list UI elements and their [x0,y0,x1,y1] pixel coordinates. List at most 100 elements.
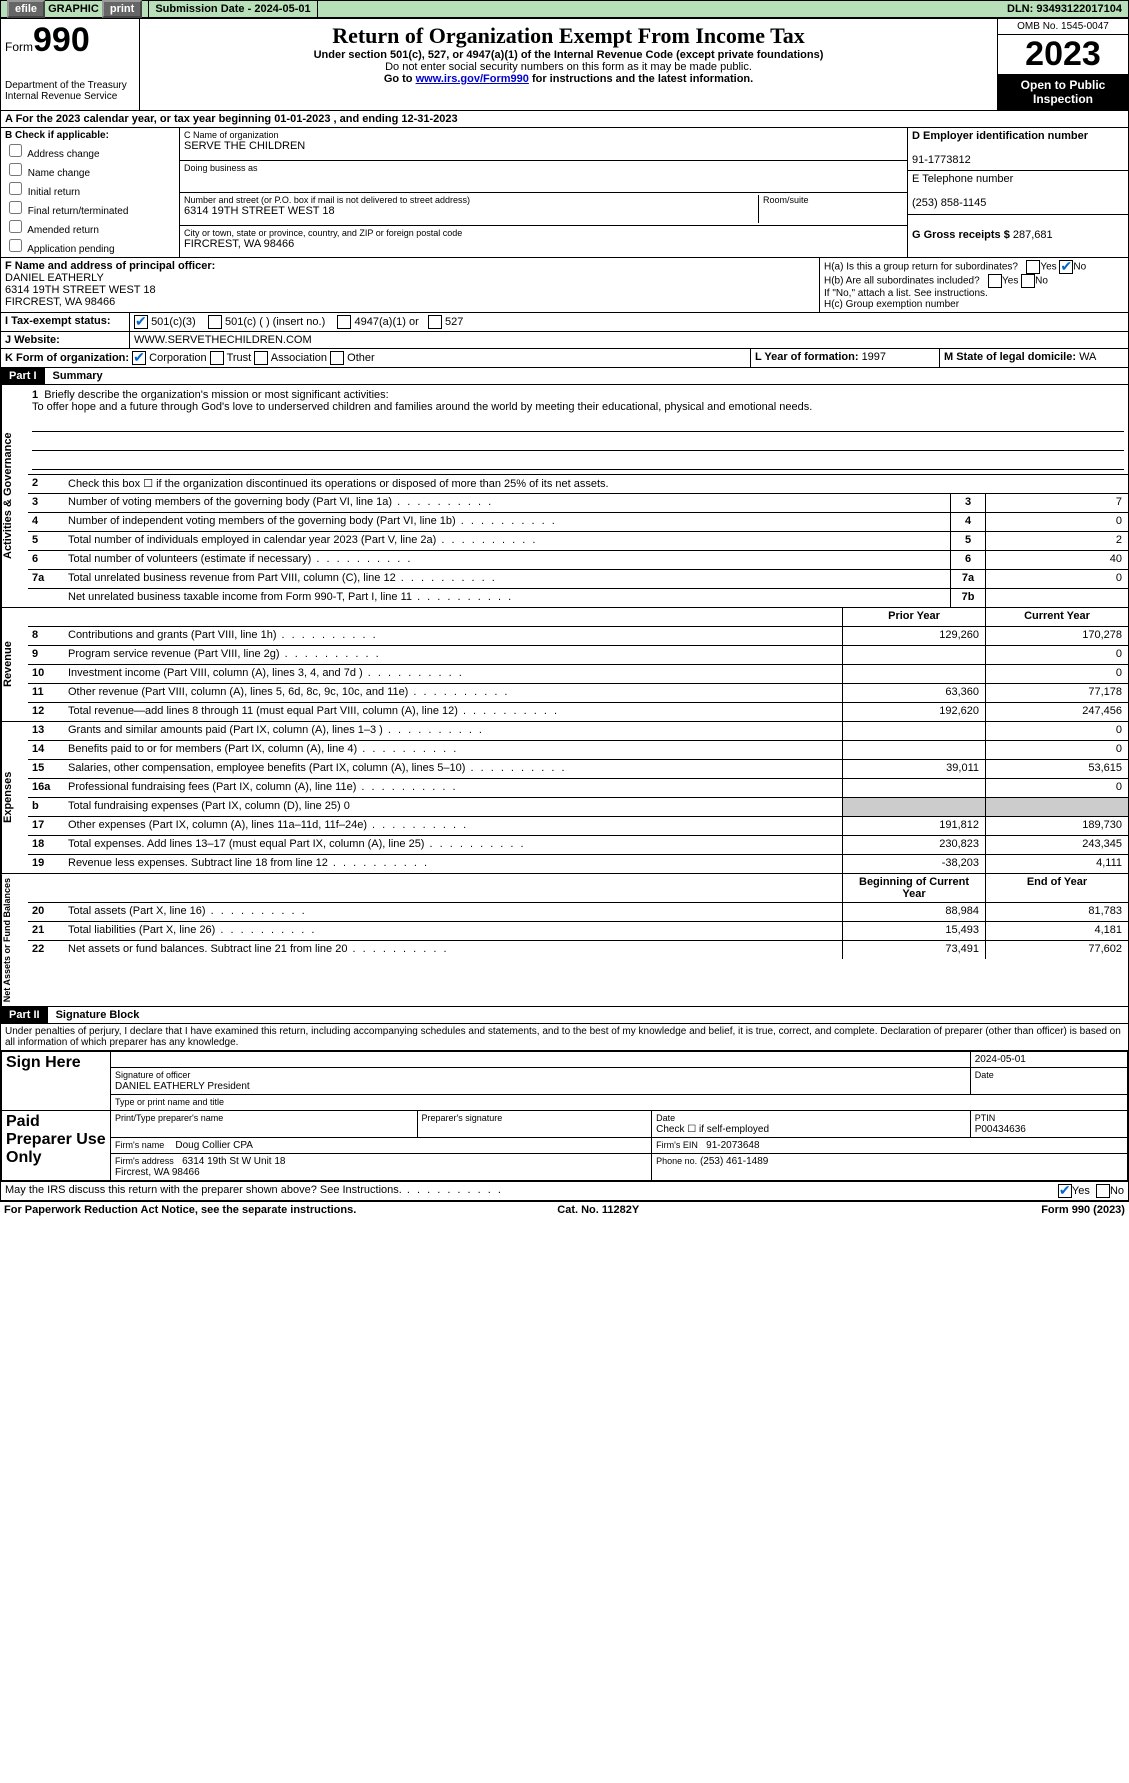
line2: 2Check this box ☐ if the organization di… [28,475,1128,494]
firm-name: Doug Collier CPA [175,1140,253,1151]
mission-block: 1 Briefly describe the organization's mi… [28,385,1128,475]
summary-netassets: Net Assets or Fund Balances Beginning of… [0,874,1129,1007]
ein-cell: D Employer identification number 91-1773… [908,128,1128,171]
signature-block: Sign Here 2024-05-01 Signature of office… [0,1051,1129,1182]
officer-name: DANIEL EATHERLY President [115,1081,250,1092]
page-footer: For Paperwork Reduction Act Notice, see … [0,1201,1129,1218]
firm-ein: 91-2073648 [706,1140,759,1151]
sig-date: 2024-05-01 [970,1052,1127,1068]
chk-trust[interactable] [210,351,224,365]
gov-row: 5Total number of individuals employed in… [28,532,1128,551]
rev-row: 12Total revenue—add lines 8 through 11 (… [28,703,1128,721]
print-button[interactable]: print [102,0,142,18]
org-name-cell: C Name of organization SERVE THE CHILDRE… [180,128,907,161]
open-inspection: Open to Public Inspection [998,74,1128,110]
principal-officer: F Name and address of principal officer:… [1,258,820,312]
group-return: H(a) Is this a group return for subordin… [820,258,1128,312]
chk-address[interactable]: Address change [5,141,175,160]
chk-initial[interactable]: Initial return [5,179,175,198]
form-label: Form [5,40,33,54]
discuss-no[interactable] [1096,1184,1110,1198]
rev-row: 10Investment income (Part VIII, column (… [28,665,1128,684]
form-subtitle: Under section 501(c), 527, or 4947(a)(1)… [144,49,993,61]
efile-cell: efile GRAPHIC print [1,1,149,17]
discuss-yes[interactable] [1058,1184,1072,1198]
chk-final[interactable]: Final return/terminated [5,198,175,217]
gov-row: 6Total number of volunteers (estimate if… [28,551,1128,570]
summary-revenue: Revenue Prior Year Current Year 8Contrib… [0,608,1129,722]
Hb-no[interactable] [1021,274,1035,288]
partII-header: Part II [1,1007,48,1023]
row-KLM: K Form of organization: Corporation Trus… [0,349,1129,368]
Hb-yes[interactable] [988,274,1002,288]
row-J: J Website: WWW.SERVETHECHILDREN.COM [0,332,1129,349]
summary-expenses: Expenses 13Grants and similar amounts pa… [0,722,1129,874]
form-title: Return of Organization Exempt From Incom… [144,23,993,49]
partII-title: Signature Block [48,1007,148,1023]
net-row: 20Total assets (Part X, line 16)88,98481… [28,903,1128,922]
form-header: Form990 Department of the Treasury Inter… [0,18,1129,111]
declaration: Under penalties of perjury, I declare th… [0,1024,1129,1051]
street-cell: Number and street (or P.O. box if mail i… [180,193,907,226]
paid-preparer: Paid Preparer Use Only [2,1111,111,1181]
tab-netassets: Net Assets or Fund Balances [1,874,28,1006]
col-B: B Check if applicable: Address change Na… [1,128,180,257]
gross-cell: G Gross receipts $ 287,681 [908,215,1128,257]
partII-bar: Part II Signature Block [0,1007,1129,1024]
partI-title: Summary [45,368,111,384]
form-number: 990 [33,21,90,59]
header-left: Form990 Department of the Treasury Inter… [1,19,140,110]
partI-bar: Part I Summary [0,368,1129,385]
chk-501c3[interactable] [134,315,148,329]
Ha-no[interactable] [1059,260,1073,274]
chk-amended[interactable]: Amended return [5,217,175,236]
tax-year: 2023 [998,35,1128,74]
prep-phone: (253) 461-1489 [700,1156,768,1167]
discuss-row: May the IRS discuss this return with the… [0,1182,1129,1201]
dln: DLN: 93493122017104 [1001,1,1128,17]
chk-501c[interactable] [208,315,222,329]
net-row: 21Total liabilities (Part X, line 26)15,… [28,922,1128,941]
tab-governance: Activities & Governance [1,385,28,607]
header-center: Return of Organization Exempt From Incom… [140,19,997,110]
chk-pending[interactable]: Application pending [5,236,175,255]
gross-value: 287,681 [1013,229,1053,241]
form-note1: Do not enter social security numbers on … [144,61,993,73]
net-row: 22Net assets or fund balances. Subtract … [28,941,1128,959]
chk-527[interactable] [428,315,442,329]
net-header: Beginning of Current Year End of Year [28,874,1128,903]
exp-row: 16aProfessional fundraising fees (Part I… [28,779,1128,798]
dept-label: Department of the Treasury Internal Reve… [5,80,135,102]
ein-value: 91-1773812 [912,154,971,166]
chk-corp[interactable] [132,351,146,365]
rev-row: 8Contributions and grants (Part VIII, li… [28,627,1128,646]
city-cell: City or town, state or province, country… [180,226,907,258]
phone-cell: E Telephone number (253) 858-1145 [908,171,1128,214]
chk-other[interactable] [330,351,344,365]
rev-row: 11Other revenue (Part VIII, column (A), … [28,684,1128,703]
org-name: SERVE THE CHILDREN [184,140,903,152]
row-A: A For the 2023 calendar year, or tax yea… [0,111,1129,128]
exp-row: 17Other expenses (Part IX, column (A), l… [28,817,1128,836]
chk-assoc[interactable] [254,351,268,365]
chk-4947[interactable] [337,315,351,329]
gov-row: 7aTotal unrelated business revenue from … [28,570,1128,589]
row-I: I Tax-exempt status: 501(c)(3) 501(c) ( … [0,313,1129,332]
header-right: OMB No. 1545-0047 2023 Open to Public In… [997,19,1128,110]
chk-name[interactable]: Name change [5,160,175,179]
gov-row: Net unrelated business taxable income fr… [28,589,1128,607]
street-value: 6314 19TH STREET WEST 18 [184,205,758,217]
efile-button[interactable]: efile [7,0,45,18]
dba-cell: Doing business as [180,161,907,194]
Ha-yes[interactable] [1026,260,1040,274]
exp-row: bTotal fundraising expenses (Part IX, co… [28,798,1128,817]
website-value: WWW.SERVETHECHILDREN.COM [130,332,1128,348]
irs-link[interactable]: www.irs.gov/Form990 [416,73,529,85]
rev-header: Prior Year Current Year [28,608,1128,627]
col-DE: D Employer identification number 91-1773… [907,128,1128,257]
graphic-label: GRAPHIC [48,3,102,15]
tab-expenses: Expenses [1,722,28,873]
rev-row: 9Program service revenue (Part VIII, lin… [28,646,1128,665]
partI-header: Part I [1,368,45,384]
B-header: B Check if applicable: [5,130,109,141]
